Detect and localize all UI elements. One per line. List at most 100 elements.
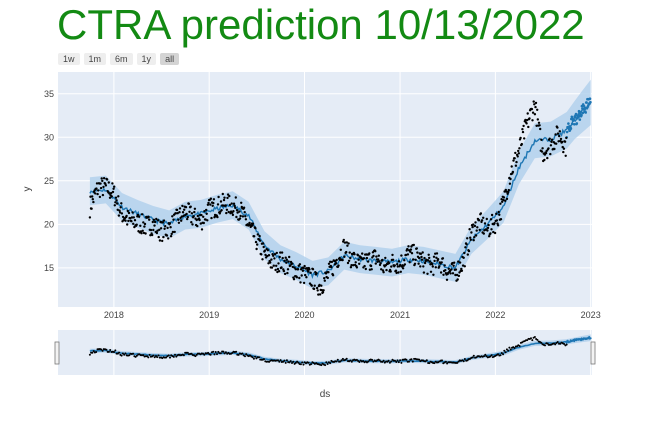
data-point	[410, 252, 414, 255]
data-point	[379, 262, 382, 265]
data-point	[251, 222, 255, 225]
data-point	[321, 291, 325, 294]
data-point	[111, 182, 114, 185]
data-point	[127, 211, 131, 215]
data-point	[454, 268, 458, 271]
range-button-1w[interactable]: 1w	[58, 53, 80, 65]
data-point	[331, 274, 335, 277]
data-point	[261, 242, 265, 245]
data-point	[530, 107, 534, 111]
data-point	[98, 195, 102, 199]
data-point	[457, 274, 461, 278]
data-point	[167, 237, 170, 240]
data-point	[323, 277, 326, 280]
data-point	[111, 190, 115, 194]
data-point	[489, 232, 492, 235]
data-point	[100, 177, 103, 180]
data-point	[499, 218, 503, 221]
data-point	[169, 235, 173, 238]
data-point	[240, 201, 243, 204]
data-point	[508, 346, 511, 349]
rangeslider-left-handle[interactable]	[54, 341, 60, 365]
forecast-point	[589, 337, 592, 340]
data-point	[318, 293, 322, 296]
data-point	[455, 273, 459, 277]
data-point	[441, 257, 445, 260]
data-point	[136, 213, 140, 217]
data-point	[335, 360, 338, 363]
data-point	[372, 360, 375, 363]
rangeslider-right-handle[interactable]	[590, 341, 596, 365]
data-point	[533, 113, 537, 116]
data-point	[427, 253, 430, 256]
data-point	[196, 214, 199, 218]
data-point	[152, 218, 156, 221]
data-point	[280, 251, 284, 254]
data-point	[212, 198, 216, 201]
data-point	[153, 224, 156, 227]
data-point	[452, 264, 455, 267]
data-point	[323, 279, 326, 282]
data-point	[507, 190, 510, 194]
data-point	[114, 201, 117, 204]
data-point	[273, 257, 276, 260]
data-point	[302, 281, 306, 285]
data-point	[109, 349, 112, 351]
data-point	[456, 278, 459, 281]
data-point	[477, 219, 481, 222]
data-point	[563, 140, 567, 143]
data-point	[272, 254, 275, 257]
data-point	[504, 199, 507, 202]
data-point	[212, 201, 215, 205]
data-point	[318, 283, 321, 287]
data-point	[413, 262, 417, 265]
slider-uncertainty-band	[89, 334, 591, 366]
data-point	[350, 264, 353, 267]
data-point	[453, 261, 456, 264]
data-point	[556, 341, 559, 343]
data-point	[90, 207, 93, 210]
data-point	[108, 192, 111, 195]
data-point	[235, 209, 239, 212]
data-point	[135, 223, 138, 226]
data-point	[366, 260, 370, 263]
data-point	[91, 351, 94, 354]
data-point	[266, 249, 270, 252]
range-button-1m[interactable]: 1m	[83, 53, 107, 65]
data-point	[202, 352, 204, 355]
forecast-point	[565, 130, 569, 134]
data-point	[161, 239, 164, 243]
data-point	[190, 212, 194, 215]
data-point	[320, 364, 323, 367]
data-point	[431, 263, 434, 266]
data-point	[256, 233, 259, 236]
data-point	[414, 258, 417, 261]
data-point	[549, 152, 552, 156]
data-point	[187, 202, 191, 205]
data-point	[345, 357, 348, 360]
data-point	[178, 207, 182, 210]
data-point	[238, 217, 242, 220]
data-point	[415, 247, 418, 250]
forecast-point	[578, 118, 582, 121]
data-point	[349, 256, 352, 260]
data-point	[298, 263, 302, 266]
data-point	[426, 259, 430, 262]
data-point	[165, 234, 169, 237]
range-button-1y[interactable]: 1y	[136, 53, 157, 65]
range-button-6m[interactable]: 6m	[110, 53, 133, 65]
data-point	[238, 210, 241, 213]
data-point	[353, 253, 356, 256]
data-point	[563, 343, 566, 345]
data-point	[434, 266, 437, 269]
data-point	[200, 213, 203, 217]
data-point	[553, 147, 556, 151]
data-point	[195, 353, 198, 356]
data-point	[263, 358, 265, 361]
data-point	[335, 258, 338, 262]
data-point	[277, 262, 280, 265]
range-button-all[interactable]: all	[160, 53, 180, 65]
data-point	[91, 198, 95, 201]
data-point	[518, 345, 521, 347]
data-point	[409, 250, 412, 253]
